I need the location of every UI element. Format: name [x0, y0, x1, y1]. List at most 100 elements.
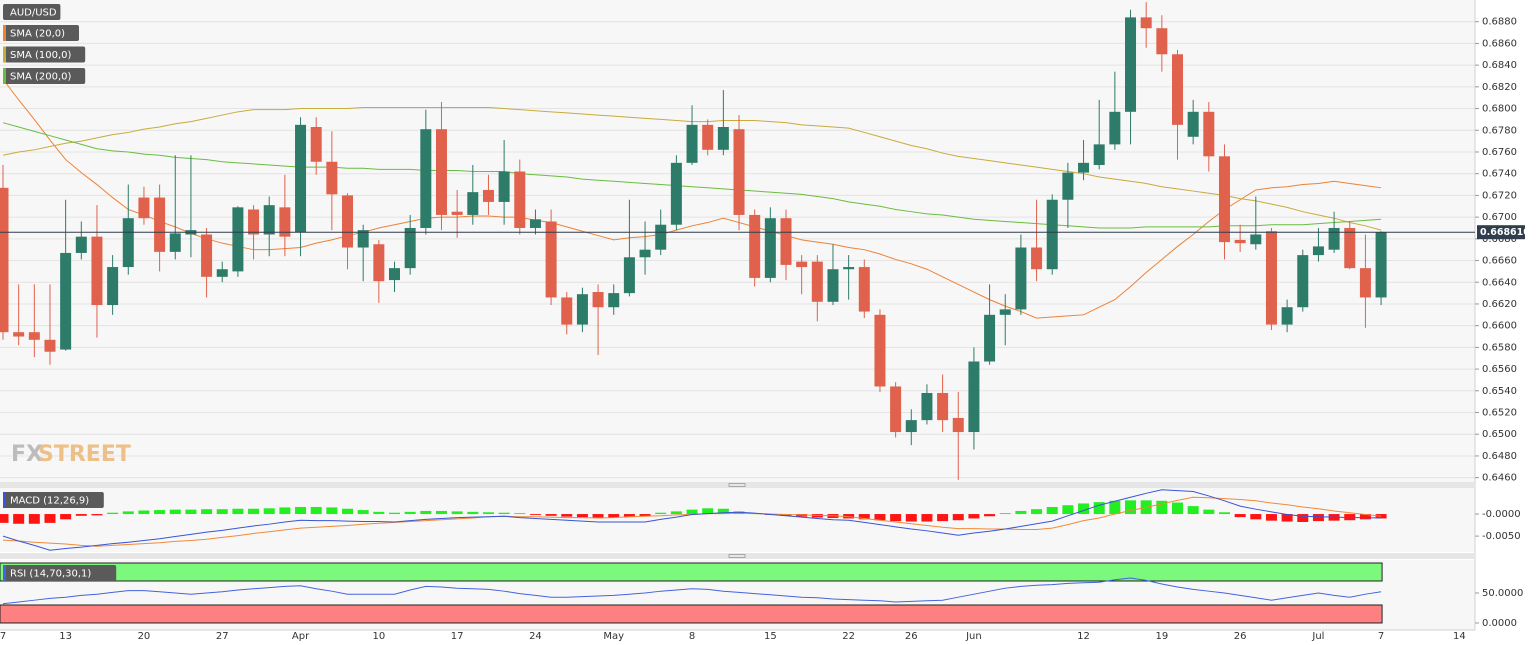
sma-line: [2, 122, 1382, 229]
candle-body: [529, 219, 541, 228]
candle-body: [201, 234, 213, 277]
y-tick-label: 0.6640: [1482, 277, 1517, 288]
candle-body: [310, 127, 322, 162]
macd-histogram-bar: [1125, 500, 1137, 515]
resize-handle[interactable]: [728, 483, 746, 487]
macd-histogram-bar: [295, 506, 307, 515]
candle-body: [858, 267, 870, 312]
legend-label: SMA (200,0): [10, 72, 72, 83]
candle-body: [232, 207, 244, 272]
candle-body: [545, 221, 557, 298]
price-label-box: [1477, 225, 1525, 240]
candle-body: [138, 197, 150, 219]
candle-body: [686, 124, 698, 163]
y-tick-label: 0.6700: [1482, 212, 1517, 223]
macd-histogram-bar: [122, 511, 134, 515]
y-tick-label: 0.6600: [1482, 321, 1517, 332]
legend-swatch: [3, 565, 6, 581]
macd-histogram-bar: [717, 508, 729, 515]
candle-body: [827, 269, 839, 302]
candle-body: [1015, 247, 1027, 310]
legend-box: [3, 4, 61, 20]
macd-histogram-bar: [968, 514, 980, 519]
candle-body: [404, 227, 416, 269]
macd-histogram-bar: [1187, 506, 1199, 515]
x-tick-label: 17: [451, 631, 464, 642]
candle-body: [717, 127, 729, 150]
candle-body: [248, 209, 260, 235]
macd-histogram-bar: [1156, 500, 1168, 515]
macd-line: [2, 489, 1382, 551]
macd-histogram-bar: [1172, 502, 1183, 515]
candle-body: [655, 224, 667, 250]
macd-histogram-bar: [310, 506, 322, 515]
x-tick-label: 24: [529, 631, 542, 642]
candle-body: [357, 230, 369, 248]
legend-label: RSI (14,70,30,1): [10, 569, 91, 580]
resize-handle[interactable]: [728, 554, 746, 558]
legend-label: MACD (12,26,9): [10, 496, 89, 507]
y-tick-label: 0.6540: [1482, 386, 1517, 397]
macd-histogram-bar: [1218, 512, 1230, 515]
legend-box: [3, 46, 86, 63]
y-tick-label: 0.6660: [1482, 256, 1517, 267]
candle-body: [1375, 232, 1387, 298]
macd-histogram-bar: [342, 508, 354, 515]
candle-body: [435, 129, 447, 215]
y-tick-label: 0.6580: [1482, 342, 1517, 353]
candle-body: [107, 267, 119, 306]
x-tick-label: Jun: [965, 631, 982, 642]
macd-histogram-bar: [576, 514, 588, 518]
macd-histogram-bar: [1093, 502, 1105, 515]
legend-label: AUD/USD: [10, 8, 57, 19]
macd-histogram-bar: [639, 514, 651, 517]
legend-box: [3, 68, 86, 84]
macd-histogram-bar: [498, 512, 510, 515]
macd-histogram-bar: [185, 509, 197, 515]
macd-histogram-bar: [0, 514, 9, 523]
macd-histogram-bar: [1015, 510, 1027, 515]
candle-body: [702, 124, 714, 150]
macd-histogram-bar: [592, 514, 604, 518]
candle-body: [498, 171, 510, 202]
candle-body: [0, 187, 9, 333]
candle-body: [451, 211, 463, 215]
candle-body: [1328, 227, 1340, 250]
y-tick-label: 0.6500: [1482, 429, 1517, 440]
macd-histogram-bar: [169, 509, 181, 515]
panel-separator[interactable]: [0, 482, 1475, 488]
candle-body: [1156, 28, 1168, 55]
candle-body: [154, 197, 166, 252]
y-tick-label: 0.6800: [1482, 104, 1517, 115]
y-tick-label: 0.6460: [1482, 473, 1517, 484]
macd-histogram-bar: [154, 510, 166, 515]
x-tick-label: 27: [216, 631, 229, 642]
candle-body: [890, 386, 902, 433]
macd-histogram-bar: [357, 510, 369, 515]
macd-histogram-bar: [686, 509, 698, 515]
macd-histogram-bar: [1359, 514, 1371, 520]
macd-histogram-bar: [107, 512, 119, 515]
macd-histogram-bar: [201, 509, 213, 515]
x-tick-label: 7: [0, 631, 6, 642]
candle-body: [1312, 246, 1324, 256]
macd-histogram-bar: [1297, 514, 1309, 522]
macd-histogram-bar: [1250, 514, 1262, 520]
candle-body: [1046, 199, 1058, 270]
candle-body: [1265, 231, 1277, 325]
panel-separator[interactable]: [0, 553, 1475, 559]
candle-body: [44, 339, 56, 352]
candle-body: [1234, 239, 1246, 244]
candle-body: [1187, 111, 1199, 137]
candle-body: [984, 314, 996, 362]
candle-body: [1359, 268, 1371, 298]
candle-body: [1203, 111, 1215, 157]
candle-body: [1031, 247, 1043, 270]
candle-body: [1125, 17, 1137, 112]
y-tick-label: -0.0000: [1482, 509, 1521, 520]
macd-histogram-bar: [529, 514, 541, 515]
candle-body: [811, 261, 823, 302]
macd-histogram-bar: [921, 514, 933, 522]
macd-histogram-bar: [420, 510, 432, 515]
